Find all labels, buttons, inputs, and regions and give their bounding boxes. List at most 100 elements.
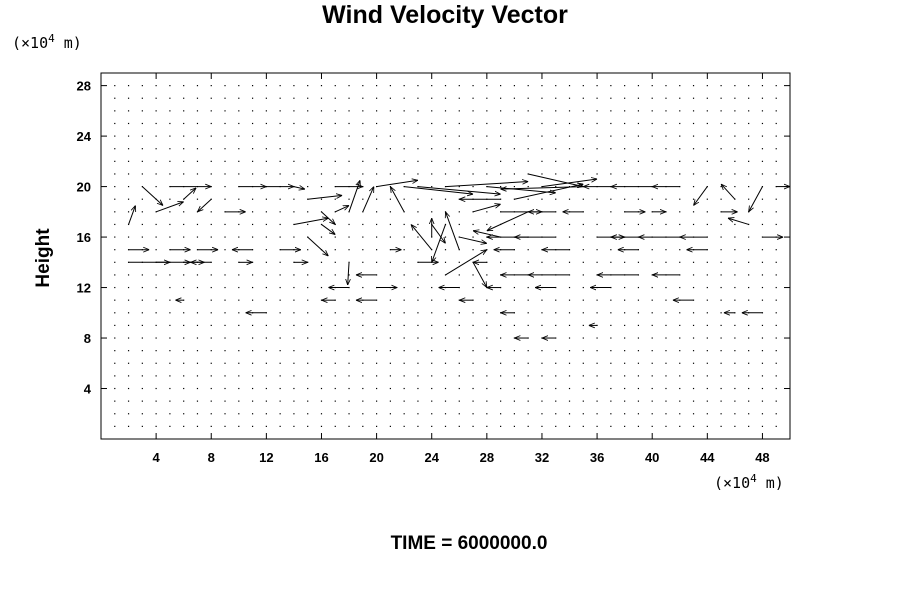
- grid-dot: [527, 337, 529, 339]
- grid-dot: [486, 211, 488, 213]
- grid-dot: [610, 425, 612, 427]
- grid-dot: [376, 198, 378, 200]
- grid-dot: [320, 110, 323, 112]
- grid-dot: [692, 400, 695, 402]
- grid-dot: [761, 173, 764, 175]
- grid-dot: [748, 160, 750, 162]
- grid-dot: [555, 350, 557, 352]
- grid-dot: [141, 387, 143, 390]
- grid-dot: [679, 312, 681, 314]
- grid-dot: [513, 135, 515, 137]
- grid-dot: [141, 425, 143, 427]
- grid-dot: [748, 350, 750, 352]
- grid-dot: [706, 362, 708, 364]
- grid-dot: [541, 135, 543, 137]
- grid-dot: [265, 198, 267, 200]
- grid-dot: [500, 85, 502, 87]
- grid-dot: [431, 387, 433, 390]
- grid-dot: [334, 261, 336, 263]
- grid-dot: [238, 261, 240, 263]
- grid-dot: [238, 198, 240, 200]
- grid-dot: [665, 223, 667, 226]
- grid-dot: [541, 223, 543, 226]
- grid-dot: [224, 148, 226, 150]
- grid-dot: [568, 173, 571, 175]
- grid-dot: [624, 173, 626, 175]
- grid-dot: [610, 122, 612, 125]
- grid-dot: [348, 85, 350, 87]
- grid-dot: [651, 324, 653, 327]
- grid-dot: [775, 425, 777, 427]
- grid-dot: [568, 135, 571, 137]
- grid-dot: [568, 110, 571, 112]
- grid-dot: [734, 413, 736, 415]
- grid-dot: [637, 425, 640, 427]
- grid-dot: [362, 413, 364, 415]
- grid-dot: [403, 85, 405, 87]
- grid-dot: [486, 135, 488, 137]
- grid-dot: [651, 110, 653, 112]
- grid-dot: [458, 85, 460, 87]
- grid-dot: [265, 97, 267, 99]
- grid-dot: [403, 299, 405, 301]
- grid-dot: [224, 97, 226, 99]
- grid-dot: [555, 299, 557, 301]
- grid-dot: [458, 375, 460, 377]
- grid-dot: [210, 387, 212, 390]
- grid-dot: [541, 173, 543, 175]
- grid-dot: [761, 312, 764, 314]
- wind-vector: [293, 187, 305, 190]
- grid-dot: [265, 261, 267, 263]
- grid-dot: [444, 375, 447, 377]
- grid-dot: [734, 362, 736, 364]
- grid-dot: [472, 362, 474, 364]
- grid-dot: [127, 160, 130, 162]
- grid-dot: [224, 312, 226, 314]
- grid-dot: [720, 286, 722, 289]
- grid-dot: [210, 274, 212, 276]
- grid-dot: [500, 400, 502, 402]
- grid-dot: [224, 337, 226, 339]
- grid-dot: [610, 324, 612, 327]
- grid-dot: [376, 85, 378, 87]
- grid-dot: [651, 362, 653, 364]
- grid-dot: [417, 198, 419, 200]
- grid-dot: [775, 211, 777, 213]
- grid-dot: [114, 160, 116, 162]
- grid-dot: [444, 110, 447, 112]
- grid-dot: [582, 312, 584, 314]
- grid-dot: [527, 375, 529, 377]
- grid-dot: [141, 122, 143, 125]
- grid-dot: [692, 148, 695, 150]
- grid-dot: [596, 312, 598, 314]
- grid-dot: [651, 337, 653, 339]
- grid-dot: [114, 110, 116, 112]
- grid-dot: [279, 400, 281, 402]
- grid-dot: [389, 110, 391, 112]
- grid-dot: [183, 362, 185, 364]
- grid-dot: [665, 261, 667, 263]
- grid-dot: [513, 425, 515, 427]
- grid-dot: [127, 312, 130, 314]
- grid-dot: [472, 286, 474, 289]
- grid-dot: [513, 286, 515, 289]
- grid-dot: [265, 324, 267, 327]
- wind-vector: [307, 236, 329, 256]
- grid-dot: [624, 148, 626, 150]
- grid-dot: [541, 350, 543, 352]
- grid-dot: [417, 312, 419, 314]
- grid-dot: [472, 249, 474, 251]
- grid-dot: [141, 312, 143, 314]
- grid-dot: [431, 350, 433, 352]
- grid-dot: [389, 274, 391, 276]
- grid-dot: [389, 223, 391, 226]
- grid-dot: [748, 337, 750, 339]
- grid-dot: [444, 249, 447, 251]
- grid-dot: [651, 425, 653, 427]
- grid-dot: [403, 324, 405, 327]
- grid-dot: [610, 110, 612, 112]
- grid-dot: [417, 211, 419, 213]
- grid-dot: [348, 312, 350, 314]
- grid-dot: [706, 135, 708, 137]
- grid-dot: [527, 85, 529, 87]
